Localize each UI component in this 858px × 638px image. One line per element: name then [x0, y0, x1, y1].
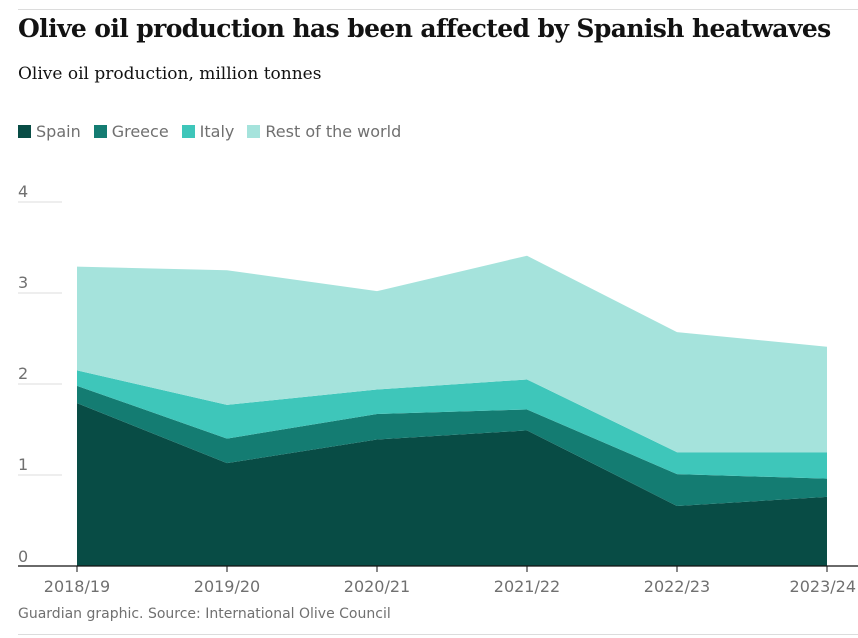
bottom-rule — [18, 634, 858, 635]
y-tick-label: 3 — [18, 273, 28, 292]
legend-swatch — [247, 125, 261, 138]
legend-item-rest-of-the-world: Rest of the world — [247, 122, 401, 141]
area-rest-of-the-world — [77, 255, 827, 453]
legend-swatch — [181, 125, 195, 138]
x-tick-label: 2018/19 — [44, 577, 110, 596]
legend-swatch — [18, 125, 31, 138]
legend-item-greece: Greece — [93, 122, 169, 141]
x-tick-label: 2022/23 — [644, 577, 710, 596]
area-italy — [77, 370, 827, 479]
chart-subtitle: Olive oil production, million tonnes — [18, 64, 322, 84]
legend-item-spain: Spain — [18, 122, 81, 141]
legend-item-italy: Italy — [181, 122, 235, 141]
y-tick-label: 1 — [18, 455, 28, 474]
x-tick-label: 2021/22 — [494, 577, 560, 596]
x-tick-label: 2023/24 — [790, 577, 856, 596]
x-tick-label: 2019/20 — [194, 577, 260, 596]
x-tick-label: 2020/21 — [344, 577, 410, 596]
chart-legend: Spain Greece Italy Rest of the world — [18, 122, 414, 141]
legend-label: Italy — [199, 122, 235, 141]
y-tick-label: 4 — [18, 182, 28, 201]
legend-label: Greece — [111, 122, 169, 141]
area-greece — [77, 385, 827, 506]
y-tick-label: 2 — [18, 364, 28, 383]
area-spain — [77, 403, 827, 566]
chart-plot-area: 0 1 2 3 4 2018/19 2019/20 2020/21 2021/22 2022/23… — [18, 182, 858, 596]
legend-swatch — [93, 125, 107, 138]
legend-label: Rest of the world — [265, 122, 402, 141]
chart-title: Olive oil production has been affected b… — [18, 14, 831, 43]
legend-label: Spain — [36, 122, 81, 141]
y-tick-label: 0 — [18, 547, 28, 566]
top-rule — [18, 9, 858, 10]
source-note: Guardian graphic. Source: International … — [18, 606, 391, 622]
